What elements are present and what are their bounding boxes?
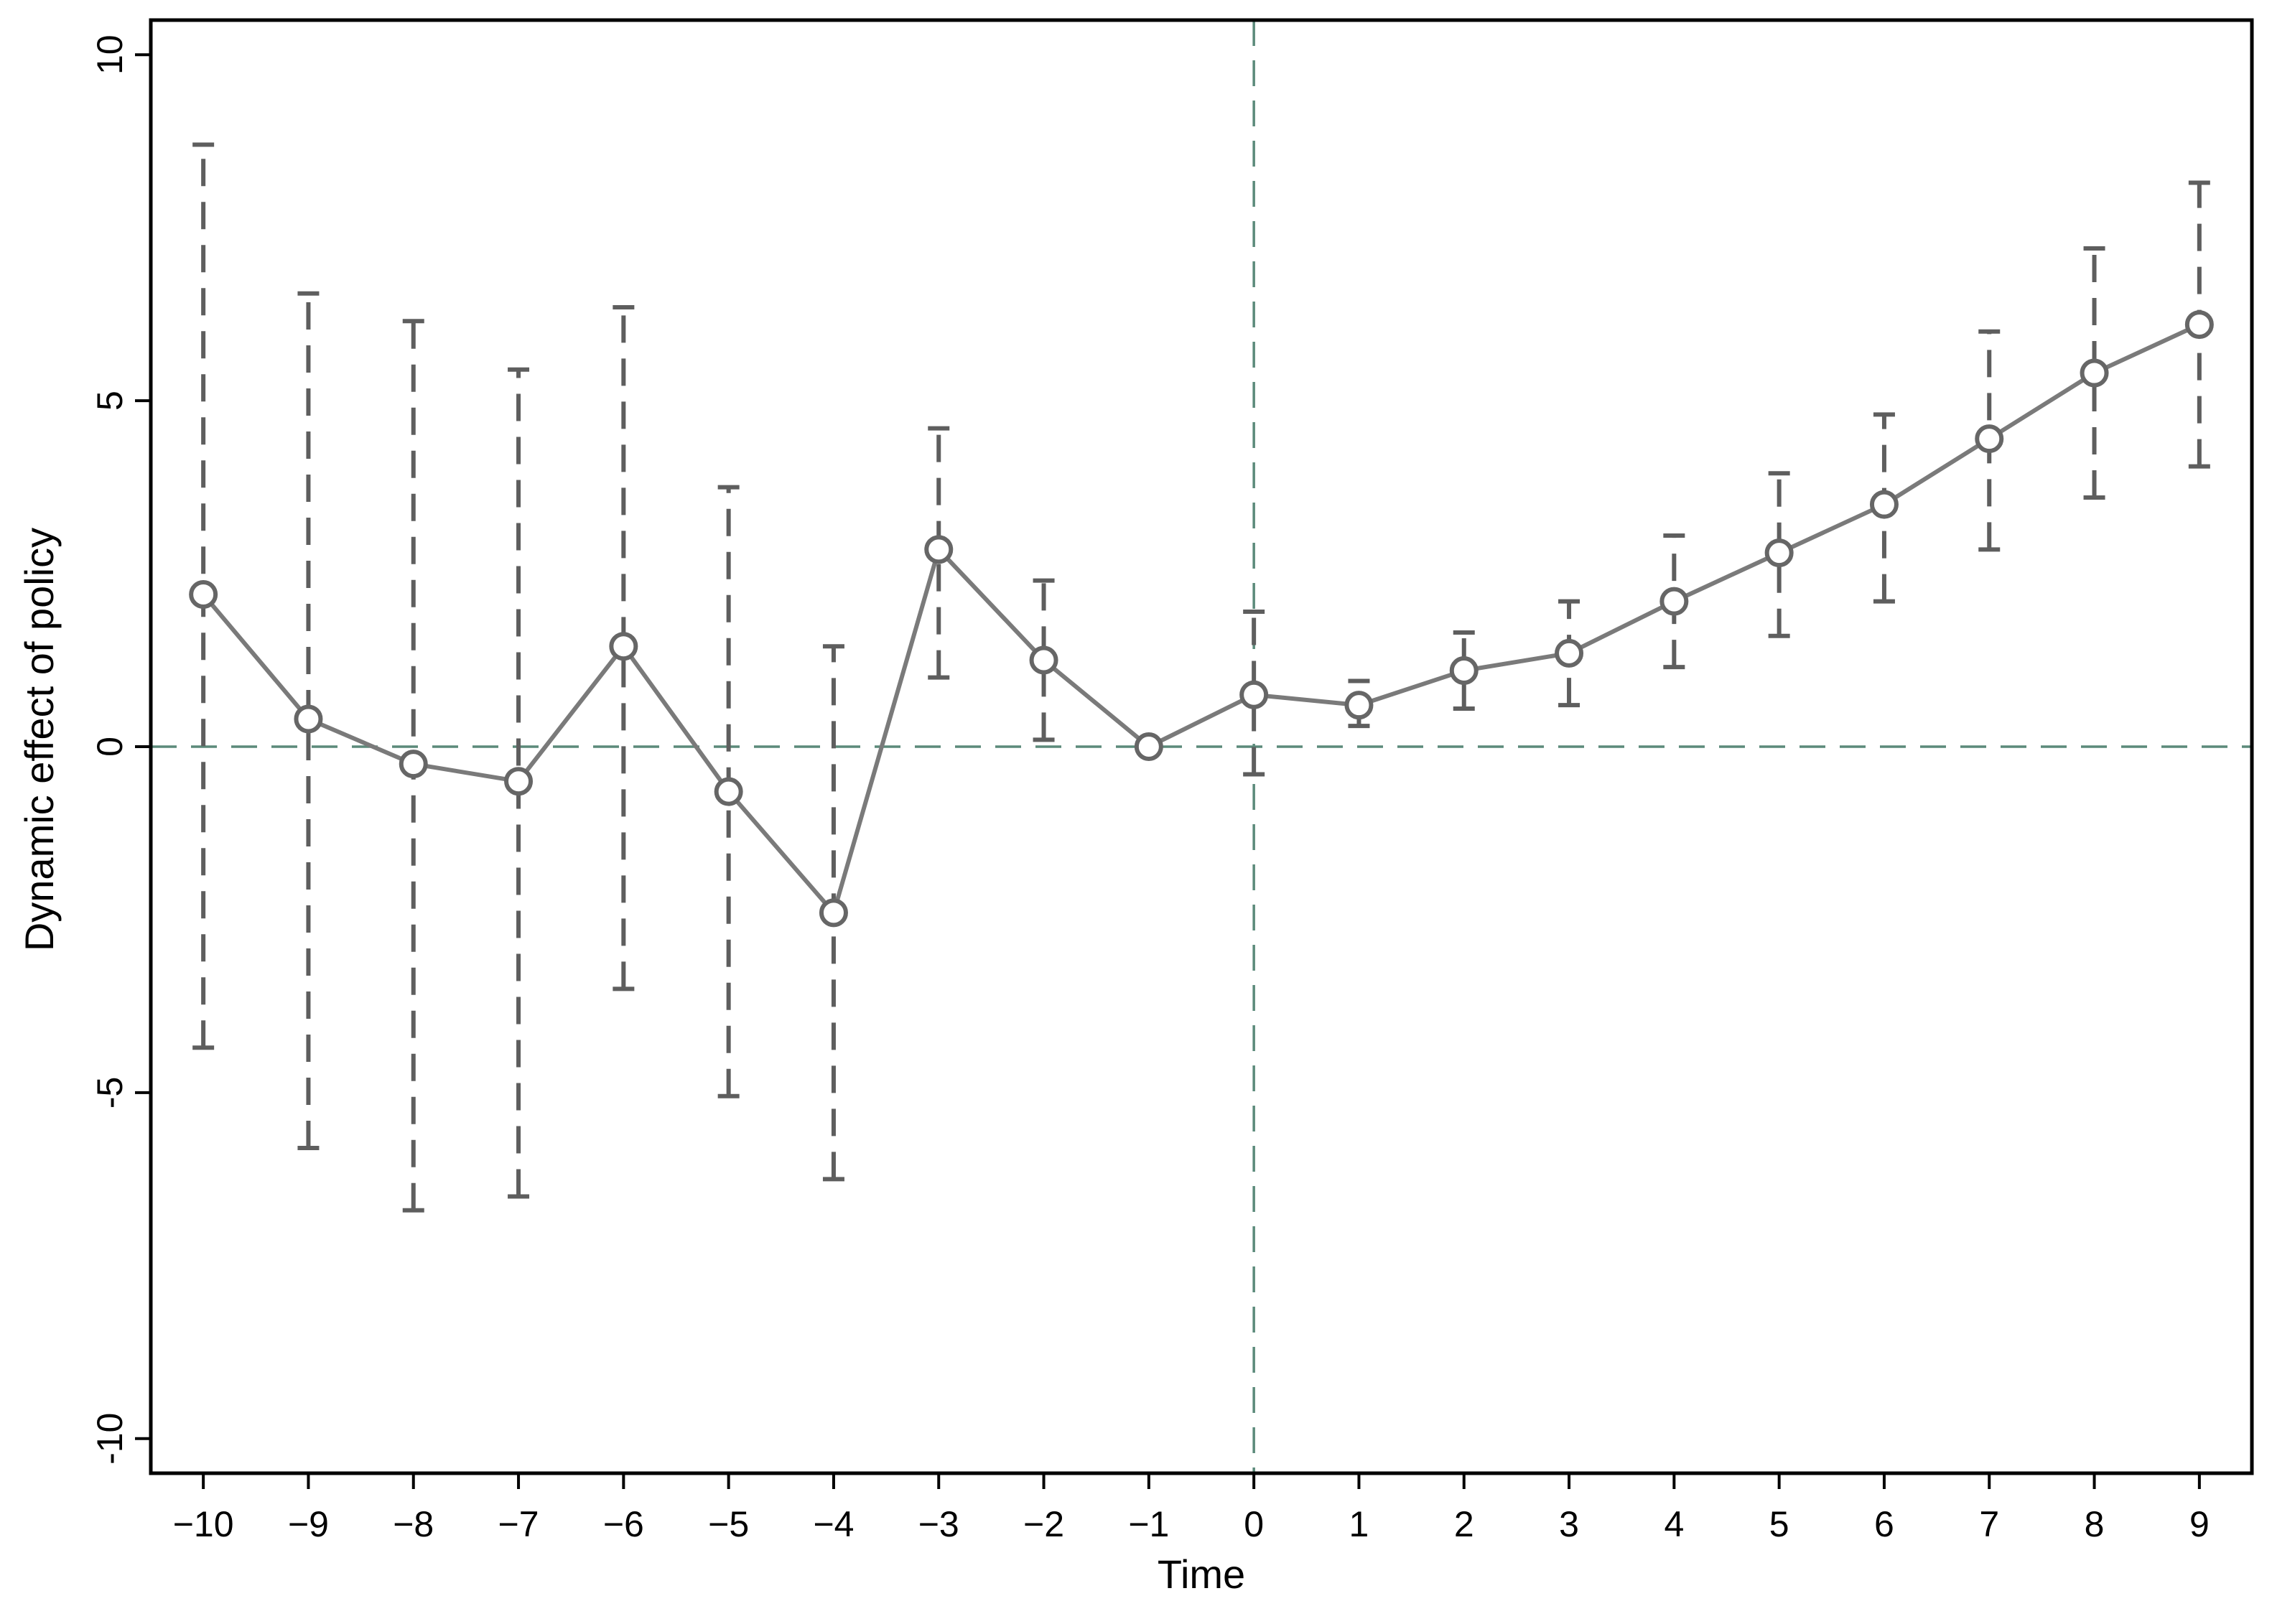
x-tick-label: 2 xyxy=(1454,1504,1474,1544)
x-tick-label: 5 xyxy=(1769,1504,1789,1544)
series-line-group xyxy=(201,322,2201,915)
x-tick-label: −1 xyxy=(1128,1504,1169,1544)
x-axis-title: Time xyxy=(1158,1551,1245,1597)
data-point xyxy=(924,535,954,564)
x-tick-label: 3 xyxy=(1559,1504,1579,1544)
data-point xyxy=(819,898,848,928)
data-point xyxy=(504,767,534,796)
y-tick-label: 5 xyxy=(90,391,130,411)
error-bars xyxy=(192,142,2210,1213)
y-axis-title: Dynamic effect of policy xyxy=(17,528,62,951)
x-tick-label: −9 xyxy=(288,1504,329,1544)
data-point xyxy=(1555,638,1584,668)
error-bar xyxy=(1033,578,1055,742)
x-tick-label: −8 xyxy=(393,1504,434,1544)
data-point xyxy=(1239,680,1269,709)
error-bar xyxy=(1768,471,1790,638)
error-bar xyxy=(2083,246,2105,500)
x-tick-label: −6 xyxy=(603,1504,644,1544)
data-point xyxy=(189,579,218,609)
data-point xyxy=(609,632,638,661)
y-axis-ticks: -10 -5 0 5 10 xyxy=(90,34,151,1465)
error-bar xyxy=(1453,630,1475,711)
data-point xyxy=(1029,645,1058,675)
data-point xyxy=(1134,732,1163,761)
reference-lines xyxy=(151,20,2252,1473)
data-point xyxy=(1449,655,1479,685)
x-tick-label: −4 xyxy=(813,1504,854,1544)
x-tick-label: −2 xyxy=(1023,1504,1064,1544)
data-point xyxy=(294,704,323,734)
x-tick-label: 4 xyxy=(1664,1504,1684,1544)
data-point xyxy=(1344,691,1374,720)
x-tick-label: 6 xyxy=(1874,1504,1894,1544)
x-axis-ticks: −10 −9 −8 −7 −6 −5 −4 −3 −2 −1 0 1 2 3 4 5 6 7 8 9 xyxy=(173,1473,2210,1544)
x-tick-label: 7 xyxy=(1979,1504,1999,1544)
x-tick-label: −10 xyxy=(173,1504,234,1544)
x-tick-label: 9 xyxy=(2189,1504,2210,1544)
data-point xyxy=(2080,358,2109,388)
data-point xyxy=(2184,310,2214,340)
x-tick-label: 0 xyxy=(1244,1504,1264,1544)
data-point xyxy=(714,777,743,806)
markers xyxy=(189,310,2214,928)
x-tick-label: −5 xyxy=(708,1504,749,1544)
x-tick-label: 1 xyxy=(1349,1504,1369,1544)
y-tick-label: 0 xyxy=(90,737,130,757)
data-point xyxy=(1764,538,1794,568)
data-point xyxy=(1975,424,2004,454)
x-tick-label: −3 xyxy=(918,1504,959,1544)
series-line xyxy=(201,322,2201,915)
x-tick-label: 8 xyxy=(2085,1504,2105,1544)
error-bar xyxy=(297,291,320,1151)
y-tick-label: -5 xyxy=(90,1077,130,1109)
data-point xyxy=(1869,490,1899,519)
data-point xyxy=(399,750,428,779)
x-tick-label: −7 xyxy=(498,1504,539,1544)
error-bar xyxy=(613,304,635,991)
y-tick-label: -10 xyxy=(90,1413,130,1465)
data-point xyxy=(1659,587,1689,616)
error-bar xyxy=(928,426,950,680)
error-bar xyxy=(1243,610,1265,777)
y-tick-label: 10 xyxy=(90,34,130,75)
